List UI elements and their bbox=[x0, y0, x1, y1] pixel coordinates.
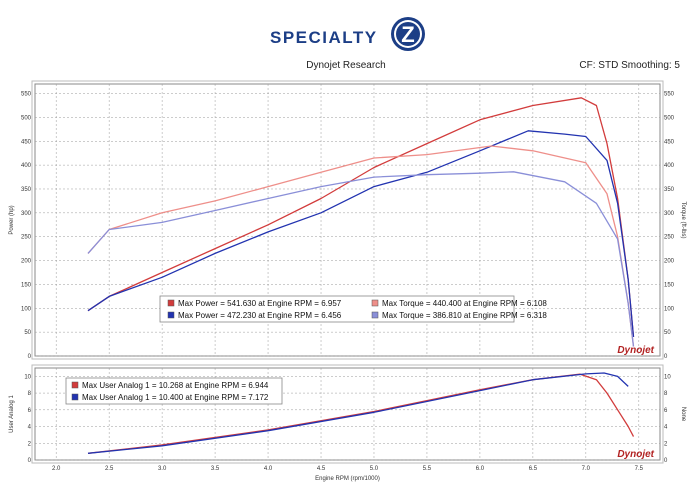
panel-outer-frame bbox=[31, 364, 664, 464]
dyno-subtitle: Dynojet Research bbox=[306, 60, 386, 71]
specialty-z-logo: SPECIALTY Z bbox=[270, 16, 430, 56]
y-tick-label: 300 bbox=[21, 211, 32, 217]
y2-tick-label: 250 bbox=[664, 235, 675, 241]
series-line-power_2 bbox=[87, 130, 635, 337]
y-tick-label: 550 bbox=[21, 92, 32, 98]
x-tick-label: 6.0 bbox=[476, 466, 485, 472]
x-tick-label: 3.5 bbox=[211, 466, 220, 472]
y2-tick-label: 2 bbox=[664, 441, 668, 447]
y2-tick-label: 450 bbox=[664, 139, 675, 145]
y2-tick-label: 150 bbox=[664, 282, 675, 288]
y2-tick-label: 300 bbox=[664, 211, 675, 217]
dynojet-brand-mark: Dynojet bbox=[617, 449, 654, 460]
y-tick-label: 400 bbox=[21, 163, 32, 169]
y2-tick-label: 50 bbox=[664, 330, 671, 336]
y2-tick-label: 500 bbox=[664, 115, 675, 121]
series-line-power_1 bbox=[87, 97, 635, 337]
dynojet-brand-mark: Dynojet bbox=[617, 345, 654, 356]
y-axis-label: User Analog 1 bbox=[9, 394, 15, 432]
legend-swatch bbox=[167, 299, 175, 307]
legend-swatch bbox=[167, 311, 175, 319]
y-tick-label: 2 bbox=[28, 441, 32, 447]
y-tick-label: 50 bbox=[24, 330, 31, 336]
y2-axis-label: None bbox=[680, 407, 686, 422]
legend-entry: Max Power = 472.230 at Engine RPM = 6.45… bbox=[178, 311, 342, 320]
legend-swatch bbox=[71, 381, 79, 389]
y-tick-label: 6 bbox=[28, 408, 32, 414]
legend-swatch bbox=[371, 311, 379, 319]
cf-smoothing-label: CF: STD Smoothing: 5 bbox=[579, 60, 680, 71]
legend-box bbox=[159, 295, 515, 323]
y-tick-label: 500 bbox=[21, 115, 32, 121]
series-line-torque_1 bbox=[87, 145, 635, 347]
chart-panel-1: 0 0 50 50 100 100 150 150 200 200 250 250 300 300 350 3… bbox=[9, 80, 686, 360]
x-tick-label: 7.5 bbox=[635, 466, 644, 472]
y2-tick-label: 8 bbox=[664, 391, 668, 397]
legend-entry: Max Power = 541.630 at Engine RPM = 6.95… bbox=[178, 299, 342, 308]
y-tick-label: 200 bbox=[21, 259, 32, 265]
x-tick-label: 2.0 bbox=[52, 466, 61, 472]
y-tick-label: 4 bbox=[28, 425, 32, 431]
chart-panel-2: 0 0 2 2 4 4 6 6 8 8 10 10 2.0 2.5 3.0 3.5 4.0 4.5 5.0 5.5 6.… bbox=[9, 364, 686, 482]
logo-badge-letter: Z bbox=[401, 22, 414, 47]
x-tick-label: 4.5 bbox=[317, 466, 326, 472]
y2-tick-label: 0 bbox=[664, 354, 668, 360]
x-tick-label: 4.0 bbox=[264, 466, 273, 472]
series-line-torque_2 bbox=[87, 171, 635, 347]
x-tick-label: 5.5 bbox=[423, 466, 432, 472]
legend-entry: Max User Analog 1 = 10.268 at Engine RPM… bbox=[82, 381, 269, 390]
x-tick-label: 6.5 bbox=[529, 466, 538, 472]
y-tick-label: 10 bbox=[24, 374, 31, 380]
x-tick-label: 7.0 bbox=[582, 466, 591, 472]
y2-tick-label: 350 bbox=[664, 187, 675, 193]
y-tick-label: 0 bbox=[28, 458, 32, 464]
y-axis-label: Power (hp) bbox=[9, 205, 15, 234]
y2-tick-label: 4 bbox=[664, 425, 668, 431]
x-tick-label: 3.0 bbox=[158, 466, 167, 472]
y-tick-label: 0 bbox=[28, 354, 32, 360]
y2-tick-label: 400 bbox=[664, 163, 675, 169]
y2-axis-label: Torque (ft-lbs) bbox=[680, 201, 686, 238]
legend-entry: Max User Analog 1 = 10.400 at Engine RPM… bbox=[82, 393, 269, 402]
y2-tick-label: 6 bbox=[664, 408, 668, 414]
y2-tick-label: 0 bbox=[664, 458, 668, 464]
legend-swatch bbox=[371, 299, 379, 307]
legend-entry: Max Torque = 440.400 at Engine RPM = 6.1… bbox=[382, 299, 547, 308]
y2-tick-label: 200 bbox=[664, 259, 675, 265]
x-axis-label: Engine RPM (rpm/1000) bbox=[315, 476, 380, 482]
y-tick-label: 100 bbox=[21, 306, 32, 312]
y-tick-label: 150 bbox=[21, 282, 32, 288]
legend-box bbox=[65, 377, 283, 405]
series-line-analog_2 bbox=[87, 372, 629, 454]
legend-swatch bbox=[71, 393, 79, 401]
legend-entry: Max Torque = 386.810 at Engine RPM = 6.3… bbox=[382, 311, 547, 320]
y-tick-label: 450 bbox=[21, 139, 32, 145]
x-tick-label: 5.0 bbox=[370, 466, 379, 472]
panel-outer-frame bbox=[31, 80, 664, 360]
y2-tick-label: 100 bbox=[664, 306, 675, 312]
y-tick-label: 250 bbox=[21, 235, 32, 241]
y2-tick-label: 10 bbox=[664, 374, 671, 380]
logo-text: SPECIALTY bbox=[270, 28, 378, 47]
y-tick-label: 8 bbox=[28, 391, 32, 397]
y-tick-label: 350 bbox=[21, 187, 32, 193]
y2-tick-label: 550 bbox=[664, 92, 675, 98]
z-badge-icon: Z bbox=[391, 17, 425, 51]
x-tick-label: 2.5 bbox=[105, 466, 114, 472]
